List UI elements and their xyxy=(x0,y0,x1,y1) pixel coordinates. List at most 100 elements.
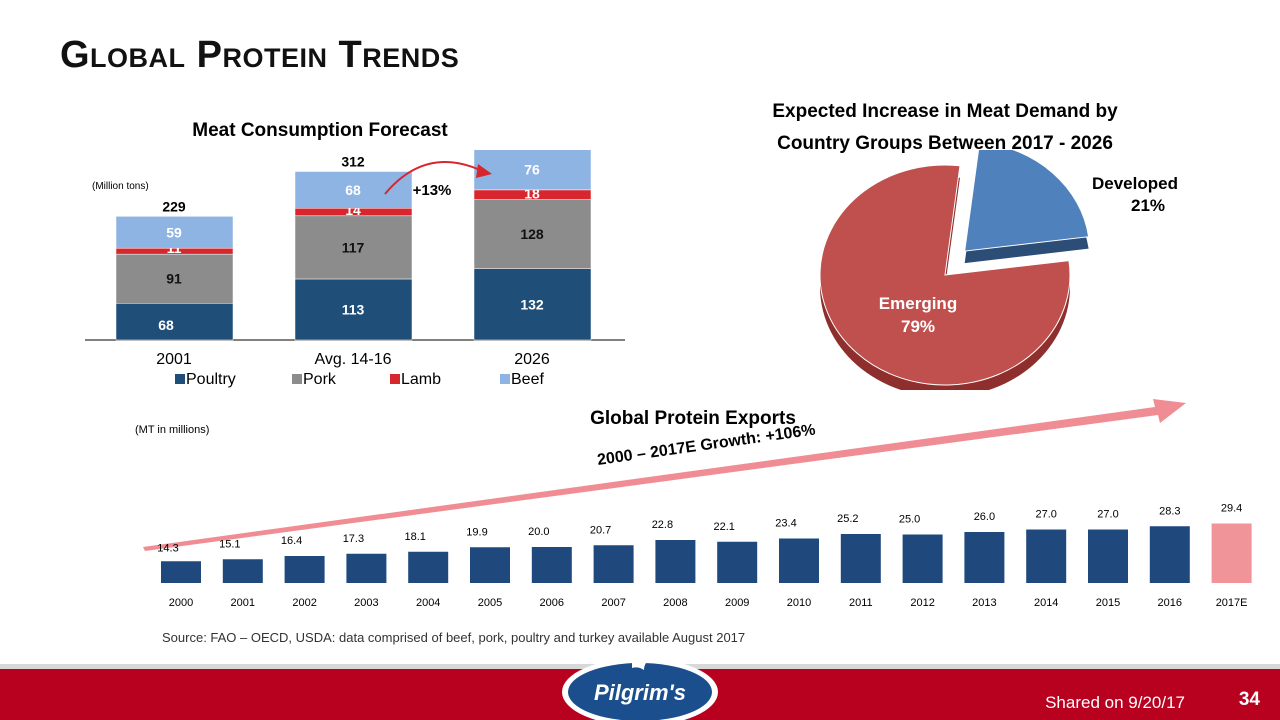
page-title: Global Protein Trends xyxy=(60,34,460,76)
exports-bar-2012 xyxy=(902,534,943,583)
legend-label-poultry: Poultry xyxy=(186,371,236,388)
meat-value-label: 113 xyxy=(342,301,365,317)
meat-value-label: 68 xyxy=(158,317,174,333)
exports-category-label: 2012 xyxy=(910,597,934,609)
exports-value-label: 22.1 xyxy=(713,521,734,533)
exports-value-label: 27.0 xyxy=(1097,509,1118,521)
exports-bar-2007 xyxy=(593,545,634,583)
meat-value-label: 76 xyxy=(524,161,540,177)
meat-value-label: 117 xyxy=(342,239,365,255)
pie-title-line2: Country Groups Between 2017 - 2026 xyxy=(777,133,1113,154)
exports-category-label: 2013 xyxy=(972,597,996,609)
meat-bar-poultry-2 xyxy=(473,268,592,341)
meat-total-label: 229 xyxy=(162,198,186,214)
exports-value-label: 15.1 xyxy=(219,538,240,550)
exports-category-label: 2015 xyxy=(1096,597,1120,609)
exports-bar-2013 xyxy=(964,532,1005,583)
exports-bar-2003 xyxy=(346,553,387,583)
exports-value-label: 14.3 xyxy=(157,542,178,554)
exports-category-label: 2009 xyxy=(725,597,749,609)
exports-value-label: 29.4 xyxy=(1221,503,1242,515)
exports-bar-2016 xyxy=(1149,526,1190,583)
page-number: 34 xyxy=(1238,689,1260,710)
pie-label-emerging-value: 79% xyxy=(901,317,935,336)
exports-bar-2002 xyxy=(284,556,325,583)
meat-bar-beef-0 xyxy=(115,216,234,249)
legend-label-beef: Beef xyxy=(511,371,544,388)
meat-bar-beef-2 xyxy=(473,150,592,191)
exports-bar-2005 xyxy=(470,547,510,583)
exports-category-label: 2004 xyxy=(416,597,440,609)
pie-title-line1: Expected Increase in Meat Demand by xyxy=(772,101,1118,122)
exports-value-label: 27.0 xyxy=(1035,509,1056,521)
exports-value-label: 23.4 xyxy=(775,518,796,530)
shared-date: Shared on 9/20/17 xyxy=(1045,693,1185,712)
meat-growth-arrow xyxy=(384,161,481,195)
meat-bar-pork-0 xyxy=(115,253,234,304)
exports-category-label: 2011 xyxy=(849,597,873,609)
source-note: Source: FAO – OECD, USDA: data comprised… xyxy=(162,630,746,645)
exports-bar-2004 xyxy=(408,551,449,583)
exports-value-label: 28.3 xyxy=(1159,505,1180,517)
exports-bar-2017E xyxy=(1211,523,1252,583)
meat-consumption-chart: (Million tons)68911159229200111311714683… xyxy=(85,150,625,388)
meat-value-label: 132 xyxy=(520,296,544,312)
legend-label-pork: Pork xyxy=(303,371,337,388)
exports-value-label: 19.9 xyxy=(466,526,487,538)
legend-label-lamb: Lamb xyxy=(401,371,441,388)
meat-value-label: 128 xyxy=(520,226,544,242)
meat-unit-note: (Million tons) xyxy=(92,181,149,192)
exports-chart-title: Global Protein Exports xyxy=(590,408,796,429)
exports-value-label: 26.0 xyxy=(974,511,995,523)
exports-bar-2014 xyxy=(1026,529,1067,583)
pie-label-developed-value: 21% xyxy=(1131,196,1165,215)
legend-swatch-poultry xyxy=(175,374,185,384)
legend-swatch-beef xyxy=(500,374,510,384)
exports-category-label: 2001 xyxy=(231,597,255,609)
exports-bar-2001 xyxy=(222,559,263,583)
meat-value-label: 91 xyxy=(166,271,182,287)
pie-label-developed-name: Developed xyxy=(1092,174,1178,193)
exports-category-label: 2005 xyxy=(478,597,502,609)
exports-value-label: 17.3 xyxy=(343,533,364,545)
exports-category-label: 2003 xyxy=(354,597,378,609)
exports-category-label: 2010 xyxy=(787,597,811,609)
meat-bar-pork-1 xyxy=(294,215,413,280)
exports-bar-2006 xyxy=(531,547,572,583)
exports-bar-2008 xyxy=(655,540,696,583)
meat-value-label: 68 xyxy=(345,182,361,198)
meat-demand-pie-chart: Developed 21% Emerging 79% xyxy=(819,150,1178,390)
meat-category-label: 2001 xyxy=(156,351,192,368)
exports-bar-2011 xyxy=(840,534,881,583)
meat-bar-poultry-1 xyxy=(294,278,413,341)
meat-total-label: 312 xyxy=(341,154,365,170)
exports-bar-2010 xyxy=(779,538,819,583)
exports-category-label: 2008 xyxy=(663,597,687,609)
exports-value-label: 16.4 xyxy=(281,535,302,547)
exports-category-label: 2002 xyxy=(292,597,316,609)
pie-slice-developed xyxy=(964,150,1090,252)
pilgrims-logo: Pilgrim's xyxy=(562,650,718,720)
legend-swatch-lamb xyxy=(390,374,400,384)
exports-bar-2009 xyxy=(717,541,758,583)
legend-swatch-pork xyxy=(292,374,302,384)
exports-value-label: 25.2 xyxy=(837,513,858,525)
meat-bar-poultry-0 xyxy=(115,303,234,341)
meat-bar-beef-1 xyxy=(294,171,413,209)
exports-category-label: 2000 xyxy=(169,597,193,609)
pie-chart-title: Expected Increase in Meat Demand by Coun… xyxy=(740,96,1150,160)
exports-category-label: 2014 xyxy=(1034,597,1058,609)
exports-unit-note: (MT in millions) xyxy=(135,424,210,436)
exports-value-label: 20.0 xyxy=(528,526,549,538)
exports-value-label: 25.0 xyxy=(899,514,920,526)
exports-category-label: 2017E xyxy=(1216,597,1248,609)
meat-chart-title: Meat Consumption Forecast xyxy=(192,120,448,141)
logo-text: Pilgrim's xyxy=(594,680,686,705)
exports-growth-arrow xyxy=(143,399,1186,551)
exports-bar-2000 xyxy=(161,561,201,583)
exports-value-label: 20.7 xyxy=(590,524,611,536)
meat-value-label: 59 xyxy=(166,224,182,240)
exports-value-label: 22.8 xyxy=(652,519,673,531)
meat-bar-pork-2 xyxy=(473,199,592,269)
